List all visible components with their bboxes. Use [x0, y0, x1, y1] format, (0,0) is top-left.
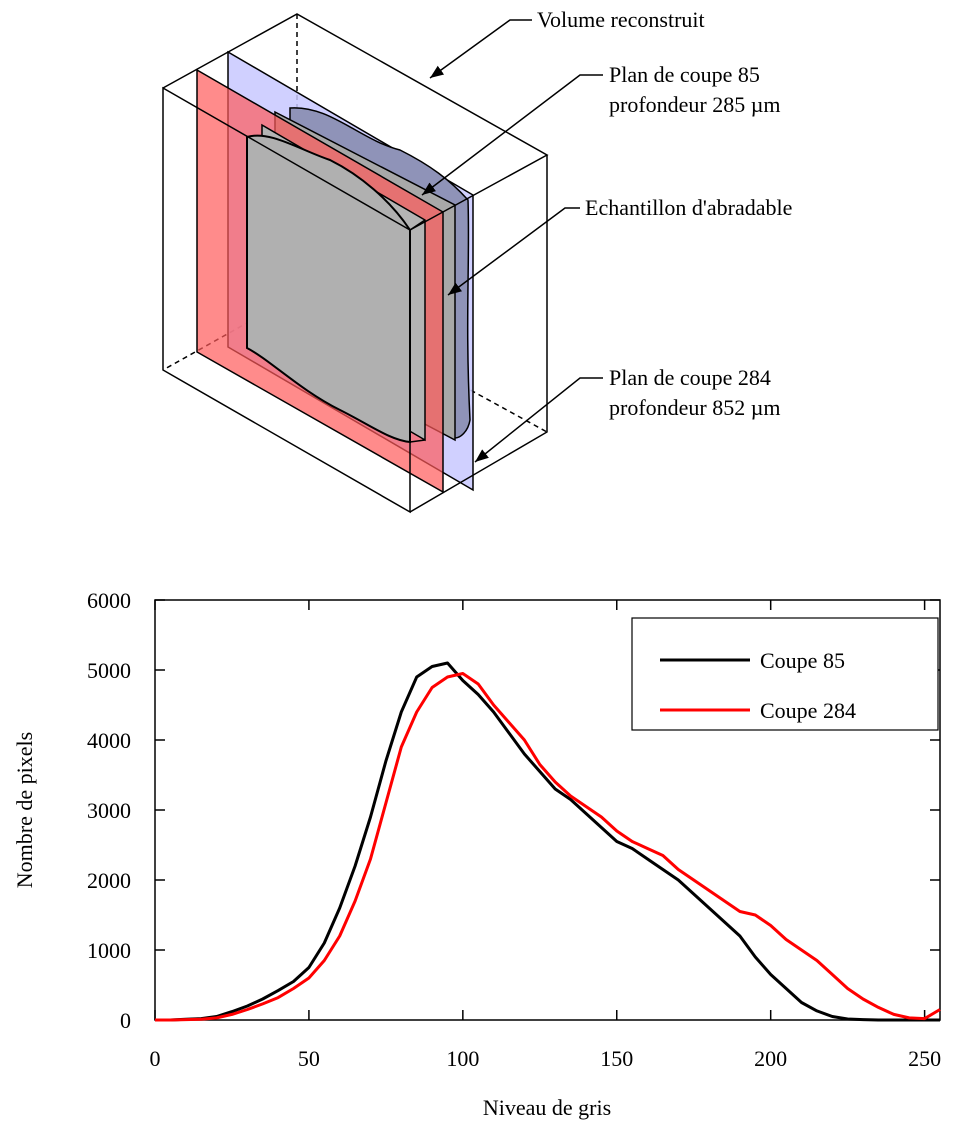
box-right	[409, 155, 548, 513]
y-tick-label: 1000	[87, 938, 131, 963]
box-front	[162, 86, 411, 514]
callout	[429, 19, 532, 79]
box-top	[162, 13, 549, 231]
callout	[474, 377, 603, 463]
diagram-label: Volume reconstruit	[537, 7, 705, 32]
y-tick-label: 6000	[87, 588, 131, 613]
diagram	[162, 13, 603, 514]
diagram-label: Echantillon d'abradable	[585, 195, 792, 220]
series-line	[155, 672, 941, 1022]
callout	[447, 207, 580, 296]
diagram-label: profondeur 852 µm	[609, 395, 781, 420]
y-tick-label: 5000	[87, 658, 131, 683]
x-tick-label: 250	[908, 1046, 941, 1071]
y-tick-label: 4000	[87, 728, 131, 753]
legend-label: Coupe 85	[760, 648, 845, 673]
legend-label: Coupe 284	[760, 698, 856, 723]
y-tick-label: 3000	[87, 798, 131, 823]
x-tick-label: 200	[754, 1046, 787, 1071]
x-axis-label: Niveau de gris	[483, 1095, 611, 1120]
y-tick-label: 0	[120, 1008, 131, 1033]
y-tick-label: 2000	[87, 868, 131, 893]
series-line	[155, 661, 940, 1022]
x-tick-label: 150	[600, 1046, 633, 1071]
diagram-label: Plan de coupe 85	[609, 62, 760, 87]
diagram-label: Plan de coupe 284	[609, 365, 771, 390]
callout	[421, 74, 603, 196]
edge	[409, 439, 426, 443]
x-tick-label: 0	[150, 1046, 161, 1071]
y-axis-label: Nombre de pixels	[12, 732, 37, 888]
x-tick-label: 50	[298, 1046, 320, 1071]
diagram-label: profondeur 285 µm	[609, 92, 781, 117]
x-tick-label: 100	[446, 1046, 479, 1071]
